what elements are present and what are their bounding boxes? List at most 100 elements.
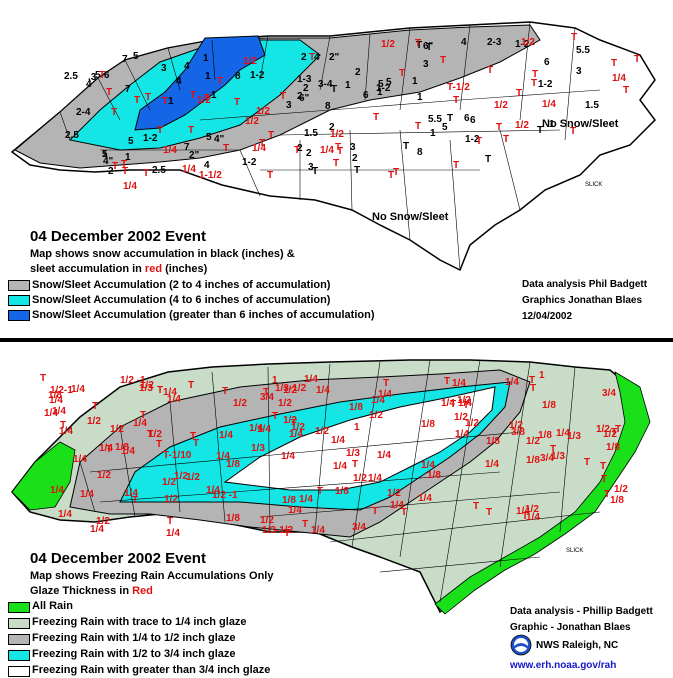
snow-amount-label: 4 [86, 79, 92, 90]
glaze-amount-label: 3/4 [352, 522, 366, 533]
sleet-amount-label: T [611, 58, 617, 69]
sleet-amount-label: T [453, 160, 459, 171]
glaze-amount-label: T [92, 401, 98, 412]
glaze-amount-label: 1/4 [133, 418, 147, 429]
snow-amount-label: T [331, 84, 337, 95]
sleet-amount-label: T [112, 161, 118, 172]
glaze-amount-label: 1/8 [282, 495, 296, 506]
glaze-amount-label: T [486, 507, 492, 518]
snow-amount-label: 5 [102, 149, 108, 160]
snow-amount-label: 1-2 [515, 39, 530, 50]
glaze-amount-label: 1/8 [335, 486, 349, 497]
snow-amount-label: 3 [576, 66, 582, 77]
snow-amount-label: 1 [412, 76, 418, 87]
glaze-amount-label: 1/4 [59, 426, 73, 437]
snow-amount-label: 5.5 [428, 114, 442, 125]
glaze-amount-label: 1/4 [288, 505, 302, 516]
glaze-amount-label: T [140, 410, 146, 421]
snow-amount-label: 7 [122, 54, 128, 65]
glaze-amount-label: 1/2 [526, 436, 540, 447]
glaze-amount-label: 1/2 [97, 470, 111, 481]
snow-amount-label: T [354, 165, 360, 176]
glaze-amount-label: 1/8 [226, 459, 240, 470]
sleet-amount-label: T [143, 168, 149, 179]
sleet-amount-label: T [204, 93, 210, 104]
snow-amount-label: 2.5 [65, 130, 79, 141]
glaze-amount-label: 3/4 [540, 453, 554, 464]
sleet-amount-label: T [294, 145, 300, 156]
glaze-amount-label: T [600, 461, 606, 472]
sleet-amount-label: 1-1/2 [199, 170, 222, 181]
bottom-map-subtitle-line1: Map shows Freezing Rain Accumulations On… [30, 570, 274, 582]
glaze-amount-label: 1/8 [486, 436, 500, 447]
glaze-amount-label: 1/8 [610, 495, 624, 506]
nws-url-link[interactable]: www.erh.noaa.gov/rah [510, 660, 617, 671]
snow-amount-label: 5.5 [576, 45, 590, 56]
glaze-amount-label: T [193, 438, 199, 449]
snow-amount-label: T [485, 154, 491, 165]
sleet-amount-label: 1/4 [182, 164, 196, 175]
glaze-amount-label: 1/8 [115, 442, 129, 453]
glaze-amount-label: 1/4 [44, 408, 58, 419]
glaze-amount-label: T [522, 511, 528, 522]
no-snow-label-south: No Snow/Sleet [372, 211, 449, 223]
county-lines [79, 359, 601, 603]
glaze-amount-label: 1/2 [283, 415, 297, 426]
glaze-amount-label: T [188, 380, 194, 391]
bottom-legend-item-5: Freezing Rain with greater than 3/4 inch… [32, 664, 271, 676]
glaze-amount-label: 1/4 [257, 424, 271, 435]
glaze-amount-label: T-1/10 [163, 450, 192, 461]
snow-amount-label: 1 [102, 149, 108, 160]
sleet-amount-label: T [634, 54, 640, 65]
snow-amount-label: 2 [108, 166, 114, 177]
bottom-map-value-labels: 1/41/21/4T1/81/41/41/41/41/41/41/41/41/2… [40, 370, 628, 539]
glaze-amount-label: 1 [272, 375, 278, 386]
map-watermark: SLICK [585, 182, 602, 188]
snow-sleet-map: 876"554"2"6"675.5332.5221-21-24"2"456545… [10, 21, 656, 272]
glaze-amount-label: 1/8 [48, 390, 62, 401]
glaze-amount-label: T [473, 501, 479, 512]
glaze-amount-label: 1/2 -1 [212, 490, 238, 501]
glaze-amount-label: 1/4 [516, 506, 530, 517]
glaze-amount-label: 1/4 [50, 485, 64, 496]
sleet-amount-label: T [337, 146, 343, 157]
bottom-legend-item-2: Freezing Rain with trace to 1/4 inch gla… [32, 616, 247, 628]
sleet-amount-label: T [145, 92, 151, 103]
sleet-amount-label: T [267, 170, 273, 181]
snow-amount-label: 5-6 [95, 70, 110, 81]
sleet-amount-label: T [440, 55, 446, 66]
sleet-amount-label: T [190, 90, 196, 101]
sleet-amount-label: T [571, 32, 577, 43]
legend-swatch-light-green [8, 618, 30, 629]
sleet-amount-label: T [415, 38, 421, 49]
glaze-amount-label: 1/2 [387, 488, 401, 499]
glaze-amount-label: 1/3 [346, 448, 360, 459]
top-legend-item-3: Snow/Sleet Accumulation (greater than 6 … [32, 309, 375, 321]
glaze-amount-label: 1/2 [87, 416, 101, 427]
snow-amount-label: 2 [306, 148, 312, 159]
snow-amount-label: 6 [363, 90, 369, 101]
glaze-amount-label: 1/3 [567, 431, 581, 442]
sleet-amount-label: T [121, 159, 127, 170]
snow-amount-label: 2 [297, 143, 303, 154]
snow-amount-label: 6 [544, 57, 550, 68]
sleet-amount-label: T [487, 65, 493, 76]
glaze-amount-label: 1/4 [485, 459, 499, 470]
snow-amount-label: 2.5 [64, 71, 78, 82]
glaze-amount-label: 1/4 [455, 429, 469, 440]
bottom-credit-office: NWS Raleigh, NC [536, 640, 619, 651]
sleet-amount-label: T [503, 134, 509, 145]
noaa-logo-icon [510, 634, 532, 656]
sleet-amount-label: T [268, 130, 274, 141]
snow-amount-label: 5 [128, 136, 134, 147]
snow-amount-label: T [312, 166, 318, 177]
sleet-amount-label: T [188, 125, 194, 136]
glaze-amount-label: 1/4 [458, 398, 472, 409]
sleet-amount-label: T [223, 143, 229, 154]
sleet-amount-label: T [99, 70, 105, 81]
bottom-map-title: 04 December 2002 Event [30, 550, 206, 567]
glaze-amount-label: T [167, 516, 173, 527]
sleet-amount-label: T [106, 87, 112, 98]
snow-amount-label: 1-2 [242, 157, 257, 168]
top-map-value-labels: 876"554"2"6"675.5332.5221-21-24"2"456545… [64, 32, 640, 192]
